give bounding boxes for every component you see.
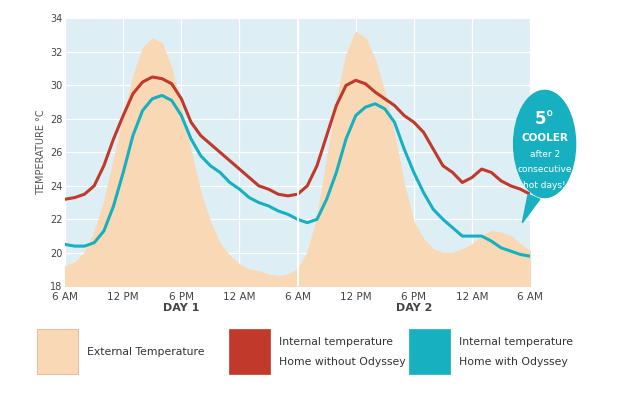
Text: Internal temperature: Internal temperature <box>459 337 573 346</box>
Text: DAY 1: DAY 1 <box>163 303 200 313</box>
Text: 5°: 5° <box>534 110 554 128</box>
Text: External Temperature: External Temperature <box>87 347 205 357</box>
Text: after 2: after 2 <box>529 151 560 160</box>
Circle shape <box>513 90 575 198</box>
Text: hot days!: hot days! <box>523 180 566 189</box>
Text: Internal temperature: Internal temperature <box>279 337 393 346</box>
Text: Home with Odyssey: Home with Odyssey <box>459 357 567 367</box>
Text: Home without Odyssey: Home without Odyssey <box>279 357 405 367</box>
Text: consecutive: consecutive <box>517 165 572 174</box>
Text: COOLER: COOLER <box>521 133 568 143</box>
Polygon shape <box>522 194 540 222</box>
Y-axis label: TEMPERATURE °C: TEMPERATURE °C <box>36 110 46 195</box>
Text: DAY 2: DAY 2 <box>396 303 432 313</box>
